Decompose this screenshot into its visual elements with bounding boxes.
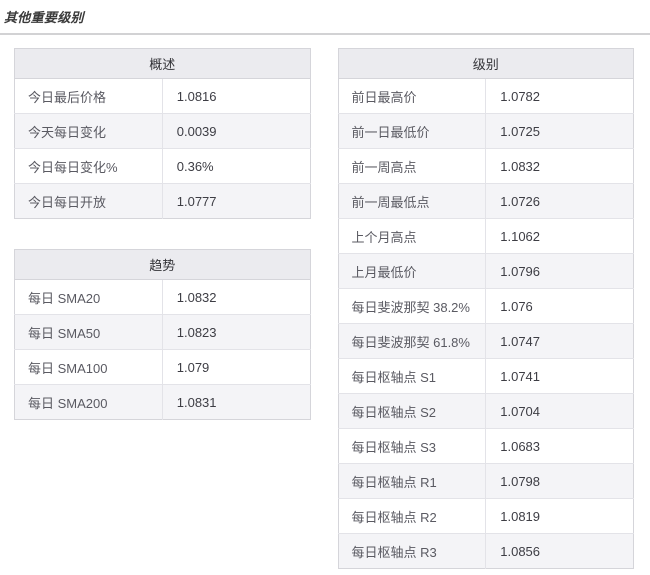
row-value: 1.0832 xyxy=(485,148,634,184)
table-header-row: 级别 xyxy=(338,48,634,79)
row-value: 1.0777 xyxy=(162,183,310,219)
table-row: 每日斐波那契 61.8% 1.0747 xyxy=(338,323,634,359)
row-label: 每日斐波那契 38.2% xyxy=(338,288,487,324)
table-row: 每日枢轴点 R3 1.0856 xyxy=(338,533,634,569)
row-value: 0.0039 xyxy=(162,113,310,149)
table-row: 每日 SMA100 1.079 xyxy=(14,349,310,385)
row-value: 1.0816 xyxy=(176,88,217,104)
row-value: 1.079 xyxy=(162,349,310,385)
levels-table: 级别 前日最高价 1.0782 前一日最低价 1.0725 前一周高点 1.0832 前一周… xyxy=(337,48,634,569)
row-value: 1.0726 xyxy=(485,183,634,219)
table-header-row: 概述 xyxy=(14,48,310,79)
row-label: 每日 SMA100 xyxy=(14,349,163,385)
row-value: 1.0831 xyxy=(162,384,310,420)
row-label: 今日每日开放 xyxy=(14,183,163,219)
row-label: 今日每日变化% xyxy=(14,148,163,184)
row-label: 今天每日变化 xyxy=(14,113,163,149)
table-row: 今日最后价格 1.0816 xyxy=(14,78,311,114)
table-row: 今天每日变化 0.0039 xyxy=(14,113,310,149)
overview-table-header: 概述 xyxy=(14,48,310,79)
table-row: 每日枢轴点 R2 1.0819 xyxy=(338,498,634,534)
row-value: 1.0819 xyxy=(485,498,634,534)
row-label: 每日枢轴点 S2 xyxy=(338,393,487,429)
overview-table: 概述 今日最后价格 1.0816 今天每日变化 0.0039 今日每日变化% 0.36% 今… xyxy=(14,48,311,219)
row-label: 每日枢轴点 R1 xyxy=(338,463,487,499)
table-header-row: 趋势 xyxy=(14,249,310,280)
row-label: 每日 SMA200 xyxy=(14,384,163,420)
title-divider xyxy=(0,33,650,35)
trend-table-body: 每日 SMA20 1.0832 每日 SMA50 1.0823 每日 SMA100 1.0… xyxy=(14,279,311,420)
row-label: 每日 SMA20 xyxy=(14,279,163,315)
row-label: 前一日最低价 xyxy=(338,113,487,149)
row-value: 1.076 xyxy=(485,288,634,324)
trend-table-header: 趋势 xyxy=(14,249,310,280)
row-label: 前一周高点 xyxy=(338,148,487,184)
row-label: 每日 SMA50 xyxy=(14,314,163,350)
table-row: 每日 SMA200 1.0831 xyxy=(14,384,310,420)
row-label: 每日枢轴点 S1 xyxy=(338,358,487,394)
table-row: 每日 SMA50 1.0823 xyxy=(14,314,310,350)
row-value: 1.0823 xyxy=(162,314,310,350)
row-value: 1.0683 xyxy=(485,428,634,464)
row-label: 上月最低价 xyxy=(338,253,487,289)
row-value: 0.36% xyxy=(162,148,310,184)
row-label: 每日枢轴点 S3 xyxy=(338,428,487,464)
table-row: 今日每日变化% 0.36% xyxy=(14,148,310,184)
row-label: 今日最后价格 xyxy=(14,78,163,114)
table-row: 上个月高点 1.1062 xyxy=(338,218,634,254)
page-title: 其他重要级别 xyxy=(4,10,84,25)
trend-table: 趋势 每日 SMA20 1.0832 每日 SMA50 1.0823 每日 SMA100… xyxy=(14,249,311,420)
table-row: 上月最低价 1.0796 xyxy=(338,253,634,289)
row-value: 1.0704 xyxy=(485,393,634,429)
row-value: 1.0856 xyxy=(485,533,634,569)
row-value: 1.0741 xyxy=(485,358,634,394)
overview-table-body: 今日最后价格 1.0816 今天每日变化 0.0039 今日每日变化% 0.36% 今日每日… xyxy=(14,78,311,219)
levels-table-header: 级别 xyxy=(338,48,634,79)
row-label: 前日最高价 xyxy=(338,78,487,114)
table-row: 每日枢轴点 S3 1.0683 xyxy=(338,428,634,464)
table-row: 每日枢轴点 S2 1.0704 xyxy=(338,393,634,429)
row-label: 每日枢轴点 R2 xyxy=(338,498,487,534)
tables-layout: 概述 今日最后价格 1.0816 今天每日变化 0.0039 今日每日变化% 0.36% 今… xyxy=(0,35,650,569)
row-value: 1.0747 xyxy=(485,323,634,359)
left-column: 概述 今日最后价格 1.0816 今天每日变化 0.0039 今日每日变化% 0.36% 今… xyxy=(14,48,311,420)
row-label: 前一周最低点 xyxy=(338,183,487,219)
row-value: 1.0798 xyxy=(485,463,634,499)
table-row: 前一周最低点 1.0726 xyxy=(338,183,634,219)
row-value: 1.0832 xyxy=(176,289,217,305)
table-row: 每日斐波那契 38.2% 1.076 xyxy=(338,288,634,324)
table-row: 每日枢轴点 R1 1.0798 xyxy=(338,463,634,499)
row-value: 1.0782 xyxy=(500,88,541,104)
right-column: 级别 前日最高价 1.0782 前一日最低价 1.0725 前一周高点 1.0832 前一周… xyxy=(337,48,634,569)
row-value: 1.0796 xyxy=(485,253,634,289)
table-row: 每日枢轴点 S1 1.0741 xyxy=(338,358,634,394)
table-row: 每日 SMA20 1.0832 xyxy=(14,279,311,315)
table-row: 今日每日开放 1.0777 xyxy=(14,183,310,219)
row-label: 上个月高点 xyxy=(338,218,487,254)
table-row: 前一周高点 1.0832 xyxy=(338,148,634,184)
row-value: 1.0725 xyxy=(485,113,634,149)
row-value: 1.1062 xyxy=(485,218,634,254)
levels-table-body: 前日最高价 1.0782 前一日最低价 1.0725 前一周高点 1.0832 前一周最低点… xyxy=(338,78,634,569)
table-row: 前日最高价 1.0782 xyxy=(338,78,634,114)
row-label: 每日斐波那契 61.8% xyxy=(338,323,487,359)
row-label: 每日枢轴点 R3 xyxy=(338,533,487,569)
table-row: 前一日最低价 1.0725 xyxy=(338,113,634,149)
